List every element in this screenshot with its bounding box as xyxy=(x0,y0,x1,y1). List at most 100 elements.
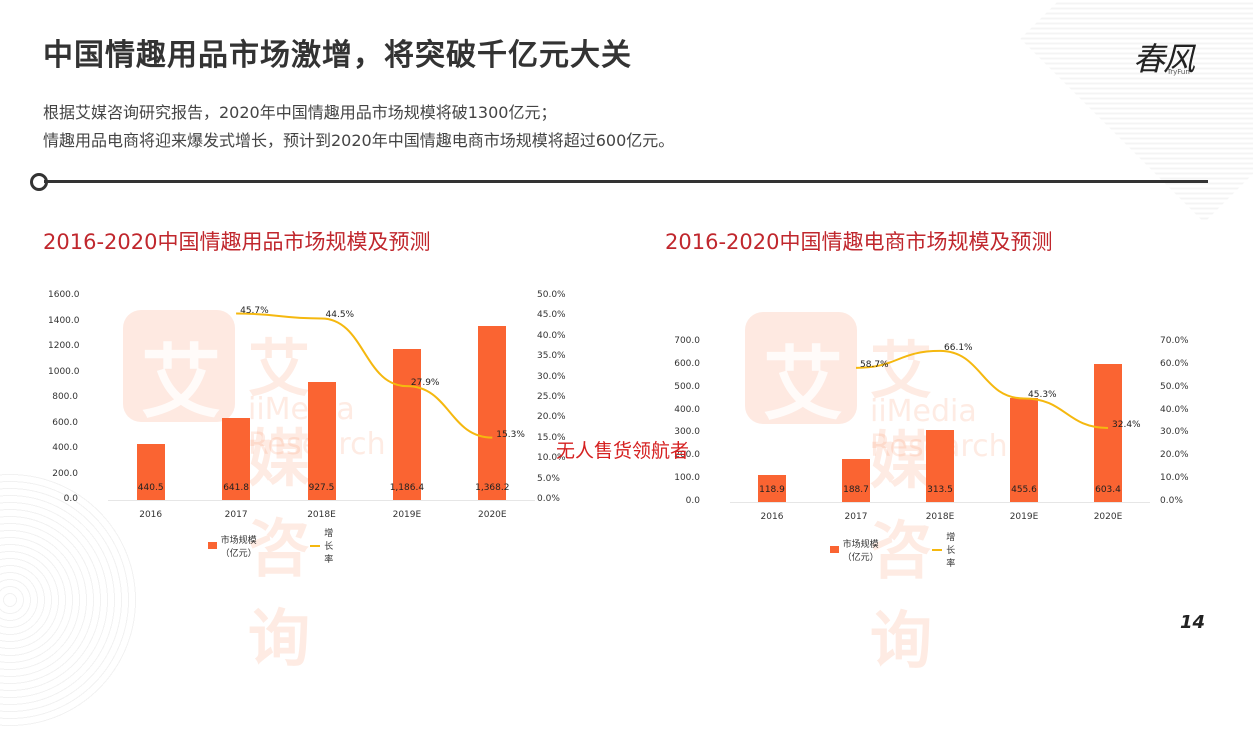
y-right-tick: 40.0% xyxy=(1160,404,1189,415)
watermark-badge-text: 艾 xyxy=(141,336,221,429)
y-right-tick: 15.0% xyxy=(537,432,566,443)
chart-2-title: 2016-2020中国情趣电商市场规模及预测 xyxy=(665,230,1053,254)
y-right-tick: 10.0% xyxy=(537,453,566,464)
bar-value-label: 118.9 xyxy=(759,485,785,495)
y-left-tick: 200.0 xyxy=(52,468,78,479)
y-right-tick: 10.0% xyxy=(1160,473,1189,484)
x-axis-label: 2017 xyxy=(844,512,868,522)
watermark-badge-text: 艾 xyxy=(763,338,843,431)
growth-rate-line xyxy=(236,312,493,439)
legend-line-swatch-icon xyxy=(310,544,321,547)
brand-logo: 春风 TryFun xyxy=(1133,34,1213,80)
y-left-tick: 1200.0 xyxy=(48,341,80,351)
y-right-tick: 50.0% xyxy=(1160,381,1189,392)
growth-rate-label: 44.5% xyxy=(325,310,355,321)
y-left-tick: 1400.0 xyxy=(48,315,80,326)
y-right-tick: 30.0% xyxy=(1160,427,1189,438)
legend-bar-swatch-icon xyxy=(830,546,839,553)
bar-value-label: 440.5 xyxy=(137,483,164,493)
growth-rate-label: 58.7% xyxy=(860,359,889,370)
bar-market-size xyxy=(392,348,421,500)
bar-market-size xyxy=(1094,364,1122,502)
page-title: 中国情趣用品市场激增，将突破千亿元大关 xyxy=(43,38,632,73)
y-right-tick: 5.0% xyxy=(537,473,560,484)
y-right-tick: 45.0% xyxy=(537,310,566,321)
bar-market-size xyxy=(842,458,870,502)
x-axis-label: 2019E xyxy=(392,510,422,520)
page-number: 14 xyxy=(1180,612,1206,633)
growth-rate-label: 45.3% xyxy=(1028,390,1057,401)
legend-line-label: 增长率 xyxy=(946,533,956,569)
bar-market-size xyxy=(136,443,165,500)
y-right-tick: 35.0% xyxy=(537,351,566,362)
bar-value-label: 313.5 xyxy=(927,485,953,495)
y-right-tick: 20.0% xyxy=(1160,450,1189,461)
y-right-tick: 30.0% xyxy=(537,371,566,382)
legend-bar-label: 市场规模（亿元） xyxy=(842,539,879,563)
y-left-tick: 600.0 xyxy=(674,358,700,369)
y-right-tick: 20.0% xyxy=(537,412,566,423)
bar-value-label: 641.8 xyxy=(223,483,249,493)
subtitle-line-1: 根据艾媒咨询研究报告，2020年中国情趣用品市场规模将破1300亿元； xyxy=(43,103,557,122)
x-axis-label: 2019E xyxy=(1009,512,1039,522)
bar-value-label: 1,368.2 xyxy=(475,483,510,493)
bar-value-label: 927.5 xyxy=(308,483,335,493)
x-axis-label: 2016 xyxy=(760,512,784,522)
growth-rate-line xyxy=(855,349,1109,429)
x-axis-label: 2017 xyxy=(224,510,248,520)
x-axis-line xyxy=(730,502,1150,503)
legend-bar-swatch-icon xyxy=(208,542,217,549)
y-left-tick: 0.0 xyxy=(63,494,78,504)
legend-line-swatch-icon xyxy=(932,548,943,551)
bar-market-size xyxy=(926,430,954,502)
y-right-tick: 25.0% xyxy=(537,392,566,402)
growth-rate-label: 66.1% xyxy=(944,342,973,353)
watermark-badge xyxy=(123,310,235,422)
chart-legend: 市场规模（亿元） 增长率 xyxy=(830,530,963,569)
bar-market-size xyxy=(307,381,336,500)
growth-rate-label: 45.7% xyxy=(240,305,269,316)
chart-1-title: 2016-2020中国情趣用品市场规模及预测 xyxy=(43,230,431,254)
section-divider xyxy=(44,180,1208,183)
y-left-tick: 500.0 xyxy=(674,381,700,392)
y-right-tick: 40.0% xyxy=(537,330,566,341)
growth-rate-label: 27.9% xyxy=(410,378,440,389)
bar-value-label: 603.4 xyxy=(1095,485,1121,495)
y-right-tick: 0.0% xyxy=(1160,496,1183,506)
y-right-tick: 70.0% xyxy=(1160,336,1189,346)
y-left-tick: 400.0 xyxy=(52,443,78,453)
bar-market-size xyxy=(478,325,507,500)
y-right-tick: 60.0% xyxy=(1160,358,1189,369)
y-left-tick: 600.0 xyxy=(52,417,78,428)
growth-rate-label: 32.4% xyxy=(1112,419,1141,430)
bar-market-size xyxy=(1010,397,1038,502)
y-left-tick: 300.0 xyxy=(674,427,700,438)
logo-cn-text: 春风 xyxy=(1133,40,1195,78)
bar-value-label: 188.7 xyxy=(843,485,869,495)
x-axis-line xyxy=(108,500,535,501)
y-right-tick: 50.0% xyxy=(537,290,566,300)
y-right-tick: 0.0% xyxy=(537,494,560,504)
x-axis-label: 2020E xyxy=(478,510,507,520)
y-left-tick: 700.0 xyxy=(674,336,700,346)
y-left-tick: 200.0 xyxy=(674,450,700,461)
y-left-tick: 1000.0 xyxy=(48,366,80,377)
y-left-tick: 800.0 xyxy=(52,392,78,402)
y-left-tick: 400.0 xyxy=(674,404,700,415)
x-axis-label: 2018E xyxy=(307,510,336,520)
bar-market-size xyxy=(222,418,251,500)
bar-market-size xyxy=(758,474,786,502)
bar-value-label: 1,186.4 xyxy=(389,483,425,493)
subtitle-line-2: 情趣用品电商将迎来爆发式增长，预计到2020年中国情趣电商市场规模将超过600亿… xyxy=(43,131,675,150)
legend-line-label: 增长率 xyxy=(324,529,334,565)
chart-legend: 市场规模（亿元） 增长率 xyxy=(208,526,341,565)
overlay-watermark-text: 无人售货领航者 xyxy=(556,440,690,462)
x-axis-label: 2020E xyxy=(1093,512,1123,522)
bar-value-label: 455.6 xyxy=(1011,485,1037,495)
y-left-tick: 100.0 xyxy=(674,473,700,484)
watermark-badge xyxy=(745,312,857,424)
y-left-tick: 1600.0 xyxy=(48,290,80,300)
logo-en-text: TryFun xyxy=(1167,68,1190,76)
legend-bar-label: 市场规模（亿元） xyxy=(220,535,257,559)
x-axis-label: 2016 xyxy=(139,510,163,520)
